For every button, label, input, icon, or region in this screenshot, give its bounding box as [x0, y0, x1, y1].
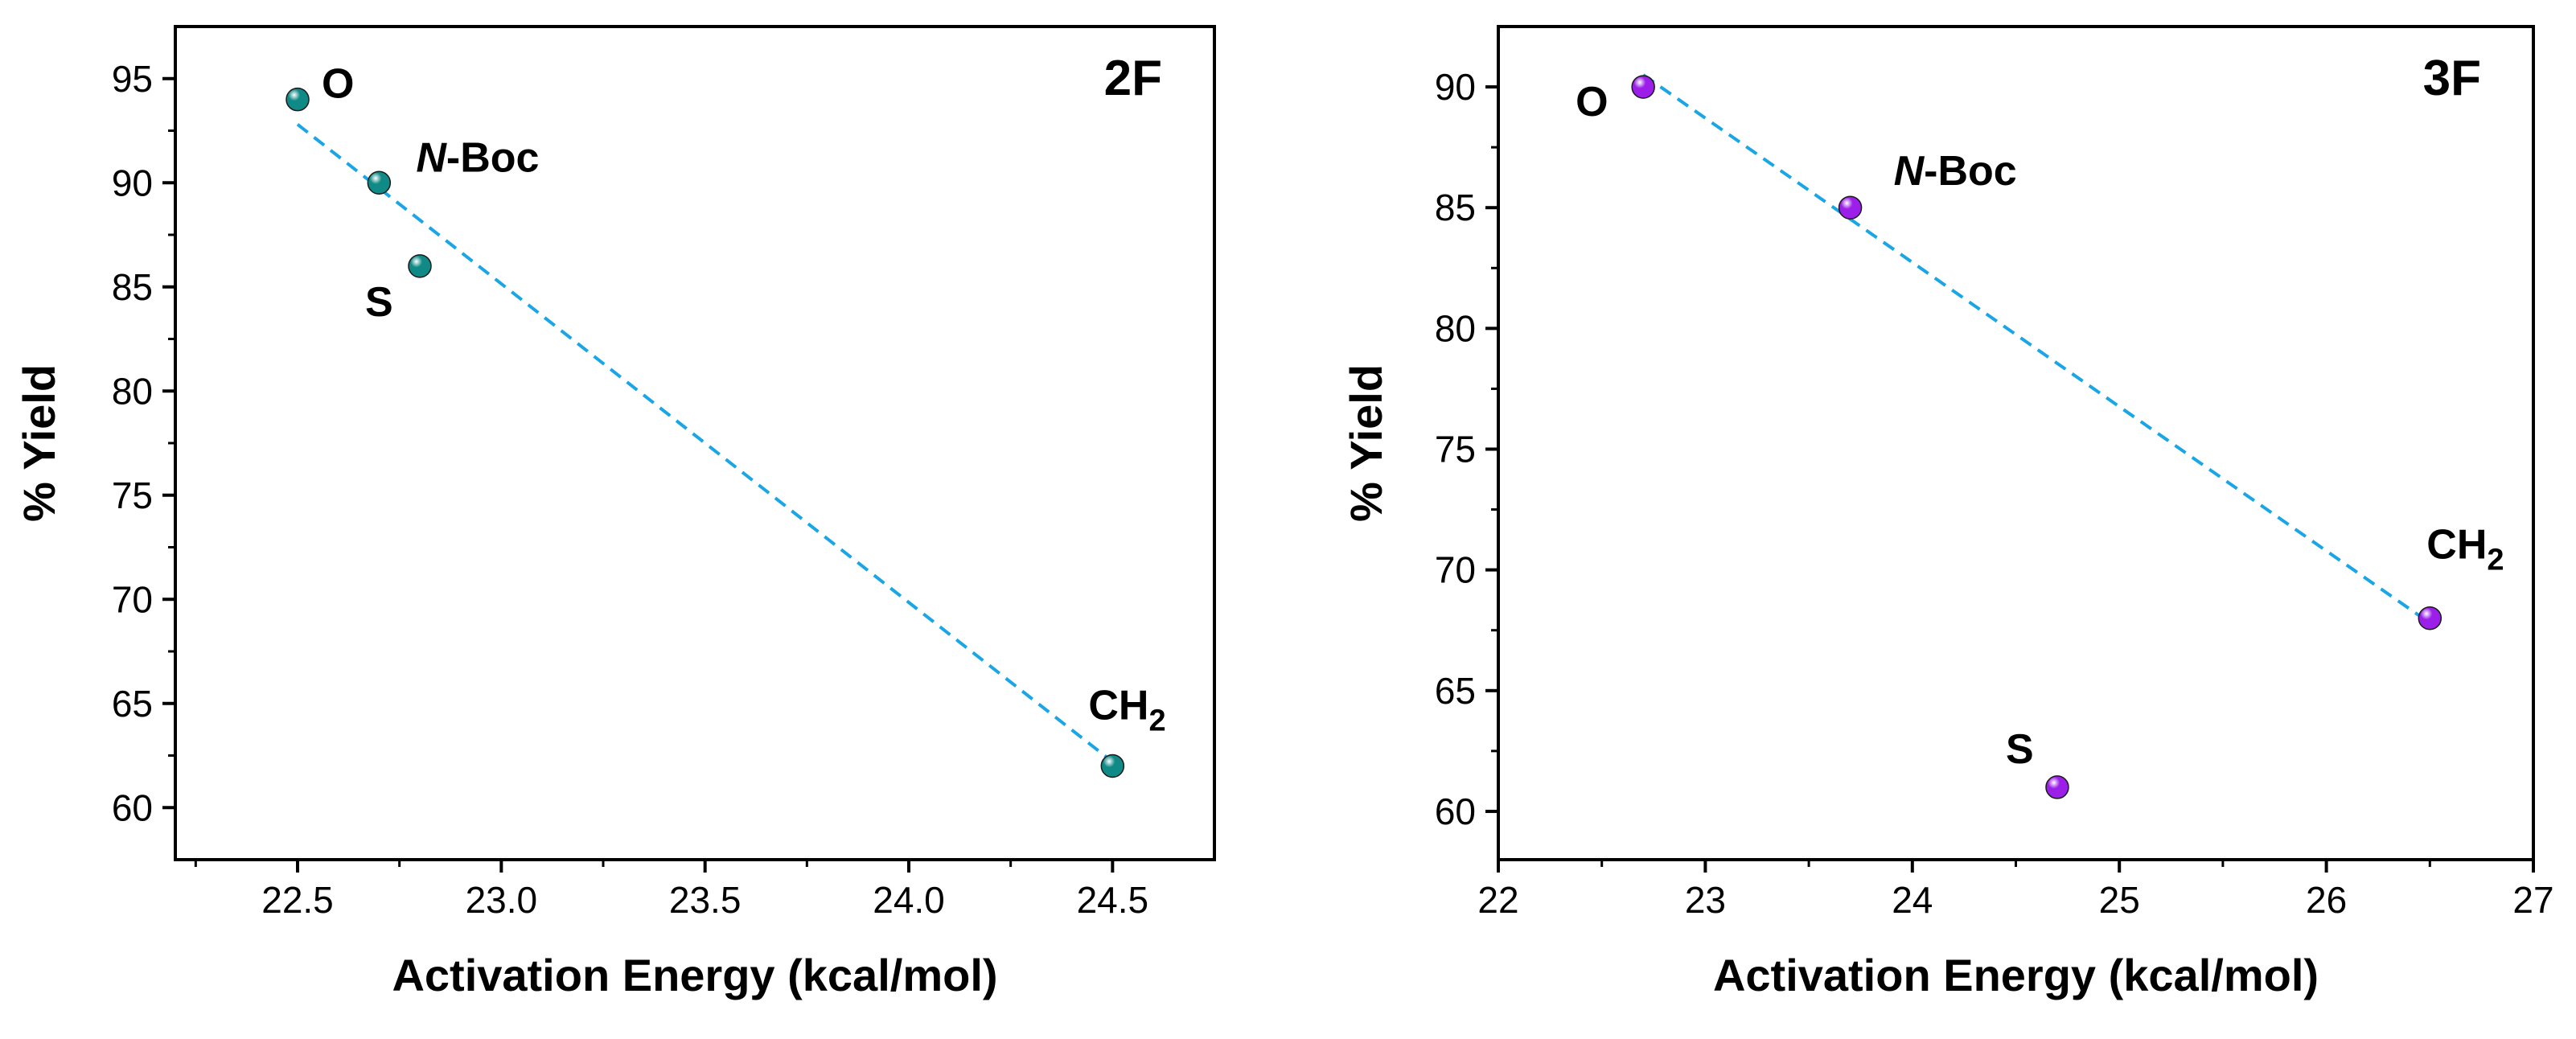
- data-point: [367, 170, 392, 195]
- y-axis-title: % Yield: [1341, 364, 1391, 522]
- y-tick-label: 75: [112, 474, 153, 516]
- point-label: CH2: [2426, 522, 2504, 577]
- y-axis-title: % Yield: [14, 364, 64, 522]
- y-tick-label: 65: [1435, 670, 1476, 712]
- data-point: [1100, 754, 1125, 778]
- point-label-subscript: 2: [2487, 544, 2504, 577]
- data-point: [1838, 195, 1863, 220]
- y-tick-label: 65: [112, 683, 153, 725]
- y-tick-label: 85: [112, 266, 153, 308]
- point-label-main: CH: [2426, 522, 2487, 569]
- point-label: O: [322, 61, 354, 108]
- y-tick-label: 85: [1435, 187, 1476, 228]
- chart-panel-2F: 22.5 23.0 23.5 24.0 24.5 60 65 70 75 80 85 90 95 Acti…: [14, 25, 1216, 1000]
- y-tick-label: 75: [1435, 429, 1476, 470]
- point-label-italic: N: [1894, 148, 1925, 195]
- y-tick-label: 80: [112, 370, 153, 412]
- data-point: [1631, 75, 1655, 99]
- point-label: S: [365, 279, 393, 326]
- data-point: [2418, 606, 2442, 630]
- point-label-italic: N: [416, 134, 447, 181]
- x-tick-label: 23.0: [466, 879, 538, 921]
- y-tick-label: 90: [112, 162, 153, 203]
- data-point: [408, 254, 432, 278]
- x-tick-label: 24.5: [1077, 879, 1149, 921]
- y-tick-label: 60: [112, 786, 153, 828]
- point-label-main: -Boc: [1924, 148, 2017, 195]
- y-tick-label: 90: [1435, 66, 1476, 108]
- point-label-main: CH: [1088, 682, 1148, 729]
- y-tick-label: 95: [112, 58, 153, 100]
- point-label-subscript: 2: [1148, 704, 1165, 737]
- x-axis-title: Activation Energy (kcal/mol): [392, 950, 997, 1000]
- data-point: [286, 87, 310, 112]
- point-label: N-Boc: [1894, 148, 2017, 195]
- point-label: CH2: [1088, 682, 1165, 737]
- x-tick-label: 27: [2512, 879, 2553, 921]
- x-tick-label: 24: [1892, 879, 1933, 921]
- point-label: O: [1576, 79, 1608, 125]
- point-label-main: S: [2006, 726, 2034, 773]
- x-tick-label: 24.0: [873, 879, 945, 921]
- y-tick-label: 70: [112, 578, 153, 620]
- x-tick-label: 22.5: [261, 879, 334, 921]
- x-tick-label: 25: [2099, 879, 2140, 921]
- point-label: N-Boc: [416, 134, 539, 181]
- chart-panel-3F: 22 23 24 25 26 27 60 65 70 75 80 85 90 Activation Ene…: [1341, 25, 2554, 1000]
- y-tick-label: 70: [1435, 549, 1476, 591]
- fit-line: [1642, 73, 2431, 625]
- point-label-main: O: [322, 61, 354, 108]
- panel-label: 2F: [1104, 51, 1162, 106]
- point-label-main: S: [365, 279, 393, 326]
- point-label-main: -Boc: [446, 134, 540, 181]
- x-tick-label: 22: [1477, 879, 1518, 921]
- x-tick-label: 23.5: [669, 879, 742, 921]
- x-axis-title: Activation Energy (kcal/mol): [1713, 950, 2319, 1000]
- y-tick-label: 80: [1435, 307, 1476, 349]
- point-label-main: O: [1576, 79, 1608, 125]
- x-tick-label: 23: [1685, 879, 1726, 921]
- data-point: [2045, 775, 2069, 799]
- point-label: S: [2006, 726, 2034, 773]
- fit-line: [296, 123, 1114, 763]
- x-tick-label: 26: [2306, 879, 2347, 921]
- y-tick-label: 60: [1435, 791, 1476, 832]
- panel-label: 3F: [2423, 51, 2481, 106]
